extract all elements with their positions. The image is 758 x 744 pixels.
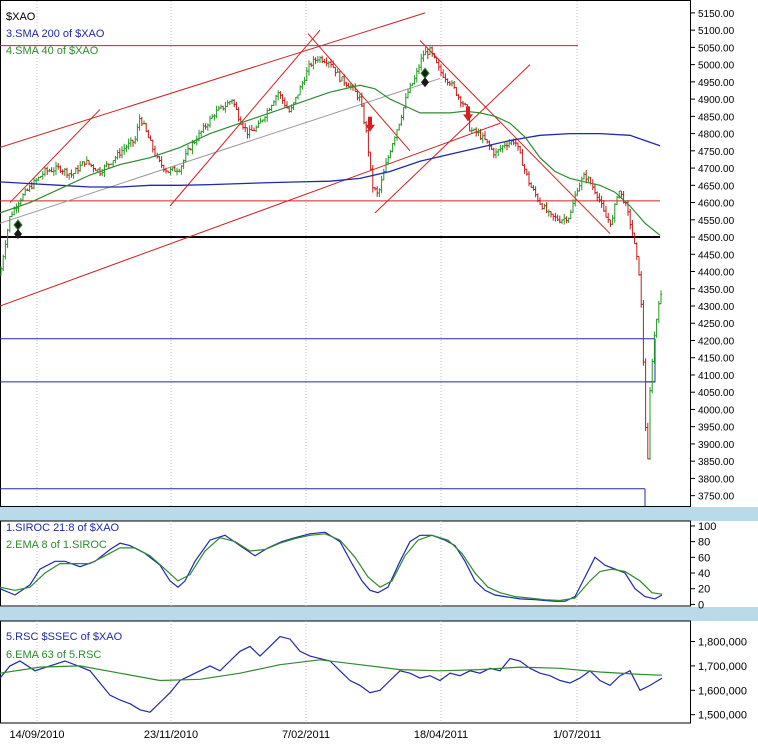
grid-layer: [36, 1, 578, 723]
y-tick-label: 80: [698, 537, 710, 549]
y-tick-label: 20: [698, 584, 710, 596]
y-tick-label: 1,700,000: [698, 661, 747, 673]
x-tick-label: 18/04/2011: [414, 729, 468, 741]
y-tick-label: 4150.00: [698, 354, 735, 365]
x-tick-label: 14/09/2010: [9, 729, 64, 741]
y-tick-label: 0: [698, 599, 704, 611]
sma200-line: [0, 132, 661, 188]
down-arrow-marker: [368, 116, 372, 126]
y-tick-label: 3750.00: [698, 492, 735, 503]
down-arrow-marker: [463, 114, 473, 122]
trend-line: [419, 40, 611, 234]
siroc-panel-frame: [0, 520, 691, 607]
rsc-ema-line: [0, 659, 663, 682]
x-tick-label: 1/07/2011: [553, 729, 601, 741]
y-tick-label: 1,500,000: [698, 710, 747, 722]
overlay-lines: [0, 12, 660, 506]
trend-line: [374, 64, 531, 214]
diamond-marker: [14, 228, 22, 239]
y-tick-label: 100: [698, 521, 716, 533]
legend-sma40: 4.SMA 40 of $XAO: [6, 45, 99, 57]
y-tick-label: 4550.00: [698, 216, 735, 227]
trend-line: [0, 12, 426, 148]
y-tick-label: 4100.00: [698, 371, 735, 382]
panel-separator-1: [0, 507, 758, 521]
y-tick-label: 4600.00: [698, 199, 735, 210]
trend-line: [307, 33, 411, 152]
legend-rsc: 5.RSC $SSEC of $XAO: [6, 631, 123, 643]
y-tick-label: 5000.00: [698, 61, 735, 72]
y-tick-label: 4650.00: [698, 181, 735, 192]
y-tick-label: 4800.00: [698, 130, 735, 141]
y-tick-label: 4450.00: [698, 250, 735, 261]
legend-sma200: 3.SMA 200 of $XAO: [6, 28, 105, 40]
legend-rsc-ema: 6.EMA 63 of 5.RSC: [6, 649, 101, 661]
y-tick-label: 1,800,000: [698, 637, 747, 649]
price-panel-frame: [0, 0, 691, 507]
y-tick-label: 4250.00: [698, 319, 735, 330]
trend-line: [169, 29, 321, 207]
indicator-series: [0, 84, 663, 713]
x-tick-label: 23/11/2010: [144, 729, 198, 741]
y-tick-label: 1,600,000: [698, 685, 747, 697]
down-arrow-marker: [466, 106, 470, 116]
y-tick-label: 4200.00: [698, 336, 735, 347]
panel-separator-2: [0, 607, 758, 621]
down-arrow-marker: [365, 124, 375, 132]
diamond-marker: [421, 77, 429, 88]
y-tick-label: 4750.00: [698, 147, 735, 158]
y-tick-label: 4900.00: [698, 95, 735, 106]
chart-title: $XAO: [6, 11, 36, 23]
y-tick-label: 4700.00: [698, 164, 735, 175]
y-tick-label: 4050.00: [698, 388, 735, 399]
y-tick-label: 60: [698, 552, 710, 564]
y-tick-label: 4000.00: [698, 405, 735, 416]
y-tick-label: 3850.00: [698, 457, 735, 468]
y-tick-label: 5100.00: [698, 26, 735, 37]
siroc-ema-line: [0, 533, 663, 602]
y-tick-label: 4500.00: [698, 233, 735, 244]
y-tick-label: 3950.00: [698, 423, 735, 434]
rsc-line: [0, 635, 663, 713]
trend-line: [0, 77, 441, 224]
y-tick-label: 3900.00: [698, 440, 735, 451]
range-box-line: [645, 338, 656, 383]
x-tick-label: 7/02/2011: [282, 729, 330, 741]
y-tick-label: 5050.00: [698, 43, 735, 54]
y-tick-label: 4300.00: [698, 302, 735, 313]
y-tick-label: 4850.00: [698, 112, 735, 123]
y-tick-label: 4350.00: [698, 285, 735, 296]
legend-siroc: 1.SIROC 21:8 of $XAO: [6, 522, 120, 534]
axis-labels: 14/09/2010 23/11/2010 7/02/2011 18/04/2011 1…: [9, 9, 746, 741]
legend-siroc-ema: 2.EMA 8 of 1.SIROC: [6, 539, 107, 551]
y-tick-label: 5150.00: [698, 9, 735, 20]
trend-line: [9, 109, 101, 203]
trend-line: [0, 122, 501, 307]
y-tick-label: 4950.00: [698, 78, 735, 89]
y-tick-label: 40: [698, 568, 710, 580]
signal-markers: [13, 67, 473, 239]
y-tick-label: 4400.00: [698, 268, 735, 279]
sma40-line: [0, 84, 661, 236]
y-tick-label: 3800.00: [698, 474, 735, 485]
